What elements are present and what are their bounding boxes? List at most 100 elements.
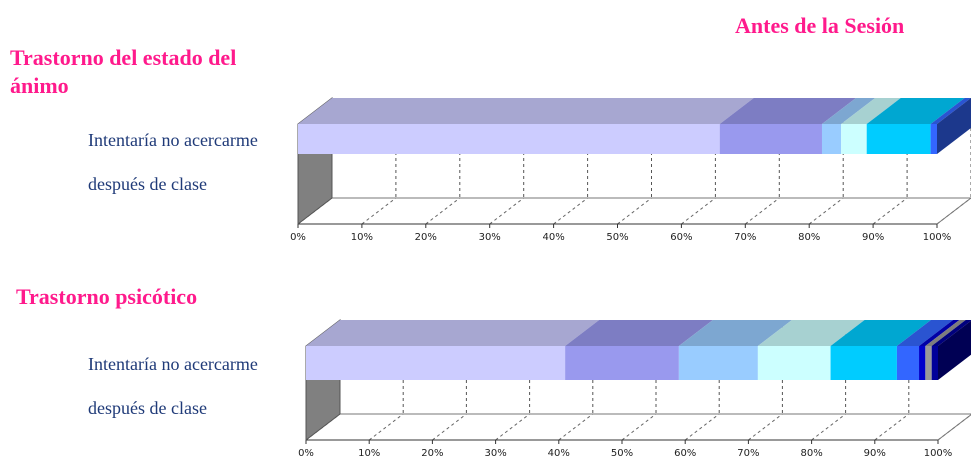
tick-label: 90% — [862, 232, 884, 243]
bar-segment-2 — [565, 320, 713, 380]
bar-segment-top — [678, 320, 792, 346]
gridline-floor — [744, 197, 780, 225]
bar-segment-3 — [678, 320, 792, 380]
gridline-floor — [684, 413, 720, 441]
category-label-line-1: Intentaría no acercarme — [88, 130, 258, 150]
bar-end-face — [937, 98, 971, 154]
gridline-floor — [361, 197, 397, 225]
bar-end-face — [938, 320, 971, 380]
tick-label: 60% — [670, 232, 692, 243]
gridline-floor — [617, 197, 652, 225]
tick-label: 20% — [415, 232, 437, 243]
tick-label: 10% — [358, 448, 380, 459]
bar-segment-4 — [757, 320, 865, 380]
bar-segment-top — [821, 98, 876, 124]
tick-label: 80% — [800, 448, 822, 459]
bar-segment-8 — [925, 320, 966, 380]
gridline-floor — [811, 413, 846, 441]
bar-segment-top — [719, 98, 856, 124]
category-label-line-2: después de clase — [88, 174, 207, 194]
tick-label: 100% — [923, 232, 952, 243]
category-label-line-2: después de clase — [88, 398, 207, 418]
tick-label: 50% — [611, 448, 633, 459]
bar-segment-front — [565, 346, 679, 380]
bar-segment-1 — [298, 98, 754, 154]
bar-segment-front — [719, 124, 822, 154]
gridline-floor — [432, 413, 467, 441]
bar-segment-top — [866, 98, 965, 124]
bar-segment-1 — [306, 320, 600, 380]
bar-segment-top — [298, 98, 754, 124]
gridline-floor — [489, 197, 525, 225]
tick-label: 80% — [798, 232, 820, 243]
bar-segment-2 — [719, 98, 856, 154]
gridline-floor — [748, 413, 783, 441]
tick-label: 10% — [351, 232, 373, 243]
floor-right-edge — [936, 197, 971, 225]
page-title: Antes de la Sesión — [735, 13, 905, 38]
tick-label: 40% — [542, 232, 564, 243]
category-label-line-1: Intentaría no acercarme — [88, 354, 258, 374]
gridline-floor — [874, 413, 910, 441]
chart-1-category-label: Intentaría no acercarme después de clase — [88, 118, 258, 206]
tick-label: 50% — [606, 232, 628, 243]
bar-segment-front — [757, 346, 831, 380]
gridline-floor — [368, 413, 404, 441]
bar-segment-front — [866, 124, 931, 154]
bar-segment-front — [925, 346, 932, 380]
bar-segment-9 — [931, 320, 971, 380]
gridline-floor — [872, 197, 908, 225]
tick-label: 70% — [734, 232, 756, 243]
bar-segment-7 — [919, 320, 960, 380]
chart-1-title: Trastorno del estado del ánimo — [10, 45, 237, 98]
bar-segment-top — [925, 320, 966, 346]
tick-label: 40% — [548, 448, 570, 459]
gridline-floor — [681, 197, 716, 225]
bar-segment-front — [930, 124, 937, 154]
gridline-floor — [553, 197, 588, 225]
tick-label: 70% — [737, 448, 759, 459]
bar-segment-top — [919, 320, 960, 346]
tick-label: 100% — [924, 448, 953, 459]
tick-label: 0% — [290, 232, 306, 243]
gridline-floor — [425, 197, 461, 225]
bar-segment-front — [298, 124, 720, 154]
chart-2-title: Trastorno psicótico — [16, 284, 198, 309]
tick-label: 20% — [421, 448, 443, 459]
tick-label: 30% — [479, 232, 501, 243]
tick-label: 30% — [484, 448, 506, 459]
bar-segment-front — [841, 124, 867, 154]
bar-segment-front — [931, 346, 938, 380]
bar-segment-front — [919, 346, 926, 380]
gridline-floor — [808, 197, 844, 225]
bar-segment-4 — [841, 98, 901, 154]
gridline-floor — [495, 413, 530, 441]
bar-segment-5 — [866, 98, 965, 154]
bar-segment-top — [757, 320, 865, 346]
bar-segment-5 — [830, 320, 931, 380]
tick-label: 90% — [864, 448, 886, 459]
bar-segment-6 — [930, 98, 971, 154]
bar-segment-top — [830, 320, 931, 346]
tick-label: 60% — [674, 448, 696, 459]
bar-segment-top — [931, 320, 971, 346]
chart-2-category-label: Intentaría no acercarme después de clase — [88, 342, 258, 430]
gridline-floor — [621, 413, 657, 441]
bar-segment-top — [306, 320, 600, 346]
gridline-floor — [558, 413, 594, 441]
floor-right-edge — [937, 414, 971, 441]
tick-label: 0% — [298, 448, 314, 459]
bar-segment-front — [896, 346, 920, 380]
bar-segment-top — [930, 98, 971, 124]
bar-segment-front — [306, 346, 566, 380]
bar-segment-top — [896, 320, 954, 346]
bar-segment-6 — [896, 320, 954, 380]
bar-segment-front — [821, 124, 842, 154]
bar-segment-3 — [821, 98, 876, 154]
bar-segment-front — [678, 346, 758, 380]
bar-segment-front — [830, 346, 897, 380]
bar-segment-top — [841, 98, 901, 124]
bar-segment-top — [565, 320, 713, 346]
